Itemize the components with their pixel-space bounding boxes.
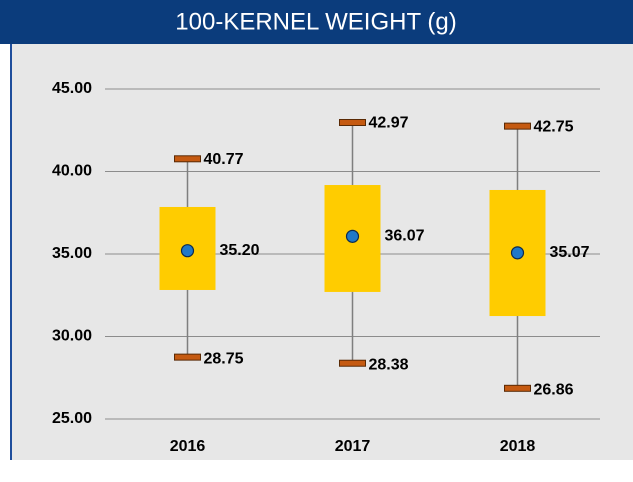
y-tick-label: 40.00: [52, 163, 92, 180]
mean-marker: [345, 229, 360, 243]
min-cap: [174, 353, 201, 361]
min-label: 28.75: [204, 350, 244, 367]
mean-label: 35.20: [220, 242, 260, 259]
x-tick-label: 2016: [170, 438, 206, 455]
max-label: 42.97: [369, 115, 409, 132]
x-tick-label: 2018: [500, 438, 536, 455]
mean-label: 36.07: [385, 228, 425, 245]
min-label: 26.86: [534, 382, 574, 399]
x-tick-label: 2017: [335, 438, 371, 455]
y-tick-label: 30.00: [52, 328, 92, 345]
chart-title: 100-KERNEL WEIGHT (g): [175, 8, 456, 35]
max-cap: [174, 155, 201, 163]
max-label: 40.77: [204, 151, 244, 168]
mean-marker: [180, 244, 195, 258]
title-bar: [0, 0, 633, 44]
y-tick-label: 35.00: [52, 245, 92, 262]
min-label: 28.38: [369, 356, 409, 373]
min-cap: [504, 384, 531, 392]
mean-marker: [510, 246, 525, 260]
min-cap: [339, 359, 366, 367]
max-label: 42.75: [534, 118, 574, 135]
max-cap: [504, 122, 531, 130]
mean-label: 35.07: [550, 244, 590, 261]
max-cap: [339, 118, 366, 126]
y-tick-label: 45.00: [52, 80, 92, 97]
y-tick-label: 25.00: [52, 410, 92, 427]
